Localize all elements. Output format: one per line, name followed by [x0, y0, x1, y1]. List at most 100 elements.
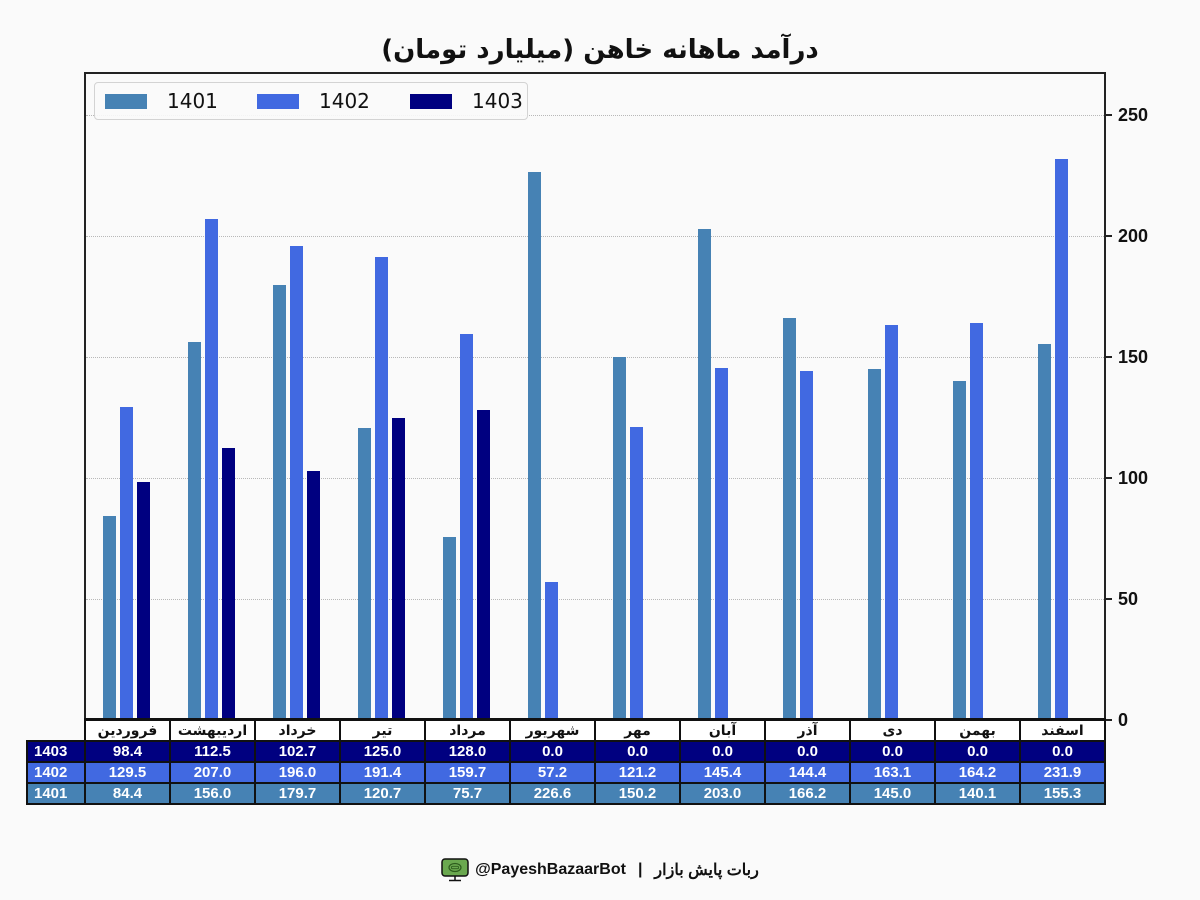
table-cell: 121.2 [594, 761, 681, 784]
gridline [86, 599, 1104, 600]
table-cell: 164.2 [934, 761, 1021, 784]
legend: 1401 1402 1403 [94, 82, 528, 120]
table-cell: 150.2 [594, 782, 681, 805]
bar-1401-4 [358, 427, 371, 720]
table-cell: 207.0 [169, 761, 256, 784]
y-tick [1104, 598, 1112, 600]
table-month-header: آذر [764, 719, 851, 742]
bar-1402-7 [630, 426, 643, 720]
legend-label: 1403 [472, 89, 523, 113]
table-cell: 166.2 [764, 782, 851, 805]
bar-1401-7 [613, 356, 626, 720]
table-cell: 155.3 [1019, 782, 1106, 805]
table-corner [27, 720, 85, 741]
bar-1402-3 [290, 245, 303, 720]
gridline [86, 357, 1104, 358]
table-cell: 0.0 [934, 740, 1021, 763]
table-month-header: شهریور [509, 719, 596, 742]
legend-label: 1401 [167, 89, 218, 113]
legend-swatch-1401 [105, 93, 147, 109]
bar-1401-6 [528, 171, 541, 720]
table-cell: 125.0 [339, 740, 426, 763]
table-month-header: بهمن [934, 719, 1021, 742]
bar-1402-6 [545, 581, 558, 720]
table-cell: 163.1 [849, 761, 936, 784]
bar-1401-3 [273, 285, 286, 720]
table-cell: 140.1 [934, 782, 1021, 805]
table-row: 1402 129.5 207.0 196.0 191.4 159.7 57.2 121.2 14… [26, 761, 1106, 784]
bar-1402-2 [205, 219, 218, 720]
table-row-label: 1402 [26, 761, 86, 784]
bar-1401-10 [868, 369, 881, 720]
gridline [86, 236, 1104, 237]
table-header-row: فروردین اردیبهشت خرداد تیر مرداد شهریور مهر آبا… [27, 719, 1106, 742]
bar-1401-8 [698, 228, 711, 720]
bar-1402-12 [1055, 158, 1068, 720]
table-cell: 226.6 [509, 782, 596, 805]
table-month-header: آبان [679, 719, 766, 742]
y-tick [1104, 356, 1112, 358]
table-month-header: اسفند [1019, 719, 1106, 742]
table-cell: 159.7 [424, 761, 511, 784]
legend-item-1402: 1402 [257, 83, 370, 119]
table-cell: 0.0 [849, 740, 936, 763]
bar-1401-1 [103, 515, 116, 720]
data-table: فروردین اردیبهشت خرداد تیر مرداد شهریور مهر آبا… [26, 719, 1106, 805]
table-month-header: تیر [339, 719, 426, 742]
table-cell: 112.5 [169, 740, 256, 763]
bar-1401-11 [953, 380, 966, 720]
table-cell: 0.0 [1019, 740, 1106, 763]
table-cell: 196.0 [254, 761, 341, 784]
table-cell: 156.0 [169, 782, 256, 805]
y-tick [1104, 477, 1112, 479]
bot-name: ربات پایش بازار [654, 862, 759, 879]
table-month-header: مهر [594, 719, 681, 742]
y-tick [1104, 114, 1112, 116]
table-cell: 145.0 [849, 782, 936, 805]
table-cell: 231.9 [1019, 761, 1106, 784]
table-row: 1403 98.4 112.5 102.7 125.0 128.0 0.0 0.0 0.0 0.0… [26, 740, 1106, 763]
table-cell: 0.0 [679, 740, 766, 763]
legend-label: 1402 [319, 89, 370, 113]
bar-1402-4 [375, 256, 388, 720]
bar-1402-10 [885, 325, 898, 720]
table-cell: 0.0 [594, 740, 681, 763]
table-cell: 145.4 [679, 761, 766, 784]
legend-item-1401: 1401 [105, 83, 218, 119]
bar-1401-5 [443, 536, 456, 720]
y-tick [1104, 235, 1112, 237]
table-cell: 98.4 [84, 740, 171, 763]
table-cell: 84.4 [84, 782, 171, 805]
bar-1403-4 [392, 417, 405, 720]
bar-1403-3 [307, 471, 320, 720]
gridline [86, 478, 1104, 479]
y-tick-label: 200 [1118, 226, 1149, 246]
table-cell: 203.0 [679, 782, 766, 805]
bar-1402-9 [800, 370, 813, 720]
table-month-header: دی [849, 719, 936, 742]
table-cell: 75.7 [424, 782, 511, 805]
table-cell: 57.2 [509, 761, 596, 784]
bar-1403-1 [137, 481, 150, 720]
legend-swatch-1403 [410, 93, 452, 109]
table-cell: 128.0 [424, 740, 511, 763]
bar-1403-2 [222, 447, 235, 720]
bar-1402-11 [970, 322, 983, 720]
bar-1402-1 [120, 406, 133, 720]
footer: @PayeshBazaarBot | ربات پایش بازار [0, 858, 1200, 882]
bar-1402-5 [460, 333, 473, 720]
bar-1401-12 [1038, 344, 1051, 720]
gridline [86, 115, 1104, 116]
table-month-header: خرداد [254, 719, 341, 742]
table-month-header: فروردین [84, 719, 171, 742]
y-tick-label: 50 [1118, 589, 1139, 609]
table-cell: 0.0 [764, 740, 851, 763]
table-cell: 120.7 [339, 782, 426, 805]
table-cell: 191.4 [339, 761, 426, 784]
y-tick-label: 250 [1118, 105, 1149, 125]
x-axis-line [84, 718, 1106, 720]
table-cell: 129.5 [84, 761, 171, 784]
bar-1403-5 [477, 410, 490, 720]
y-tick-label: 0 [1118, 710, 1129, 730]
table-row: 1401 84.4 156.0 179.7 120.7 75.7 226.6 150.2 203… [26, 782, 1106, 805]
